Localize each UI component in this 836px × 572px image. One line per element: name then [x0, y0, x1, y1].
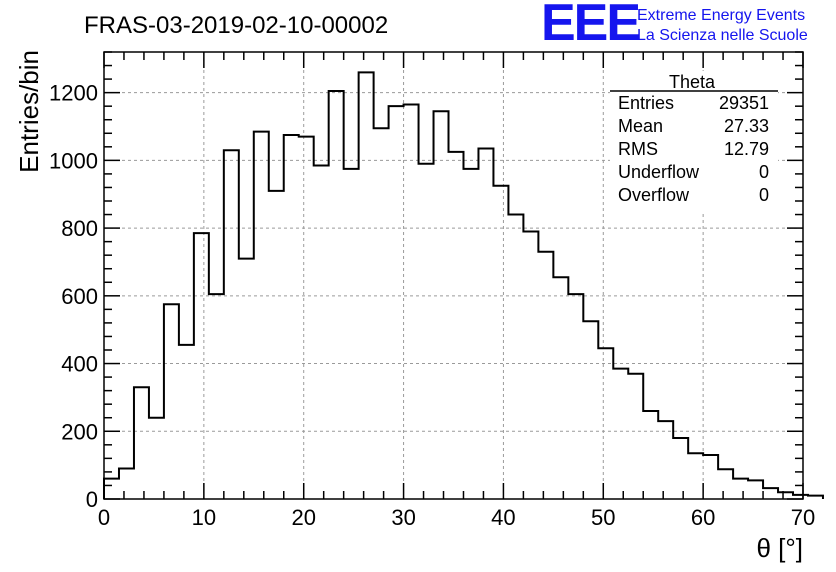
- histogram-bin: [658, 421, 673, 499]
- histogram-bin: [119, 469, 134, 499]
- histogram-bin: [209, 294, 224, 499]
- histogram-bin: [718, 469, 733, 499]
- histogram-bin: [329, 91, 344, 499]
- histogram-bin: [493, 186, 508, 499]
- x-tick-label: 0: [98, 505, 110, 530]
- histogram-bin: [523, 231, 538, 499]
- histogram-bin: [449, 152, 464, 499]
- histogram-bin: [778, 492, 793, 499]
- histogram-bin: [568, 294, 583, 499]
- eee-logo: EEE Extreme Energy Events La Scienza nel…: [541, 0, 808, 52]
- y-tick-label: 800: [61, 216, 98, 241]
- stats-box: Theta Entries 29351 Mean 27.33 RMS 12.79…: [610, 71, 778, 213]
- stats-label-entries: Entries: [618, 93, 674, 113]
- histogram-bin: [359, 72, 374, 499]
- histogram-bin: [389, 106, 404, 499]
- histogram-bin: [224, 150, 239, 499]
- histogram-bin: [763, 488, 778, 499]
- histogram-bin: [314, 165, 329, 499]
- axis-ticks: [103, 51, 804, 500]
- stats-title: Theta: [669, 72, 716, 92]
- y-tick-label: 0: [86, 487, 98, 512]
- histogram-bin: [254, 132, 269, 499]
- logo-mark: EEE: [541, 0, 639, 52]
- x-tick-label: 20: [291, 505, 315, 530]
- x-tick-label: 10: [192, 505, 216, 530]
- x-tick-label: 60: [691, 505, 715, 530]
- histogram-bin: [194, 233, 209, 499]
- x-axis-label: θ [°]: [756, 533, 803, 563]
- histogram-bin: [463, 169, 478, 499]
- stats-label-overflow: Overflow: [618, 185, 690, 205]
- stats-value-rms: 12.79: [724, 139, 769, 159]
- histogram-bin: [628, 374, 643, 499]
- y-axis-label: Entries/bin: [14, 50, 44, 173]
- histogram-bin: [179, 345, 194, 499]
- logo-line-1: Extreme Energy Events: [637, 7, 805, 24]
- axis-tick-labels: 0 10 20 30 40 50 60 70 0 200 400 600 800 1000 1200: [49, 81, 815, 530]
- stats-box-background: [610, 71, 778, 213]
- stats-value-mean: 27.33: [724, 116, 769, 136]
- y-tick-label: 1200: [49, 81, 98, 106]
- histogram-bin: [434, 111, 449, 499]
- stats-value-overflow: 0: [759, 185, 769, 205]
- histogram-bin: [269, 191, 284, 499]
- stats-label-underflow: Underflow: [618, 162, 700, 182]
- histogram-bin: [374, 128, 389, 499]
- histogram-bin: [344, 169, 359, 499]
- stats-label-mean: Mean: [618, 116, 663, 136]
- histogram-bin: [553, 277, 568, 499]
- stats-value-underflow: 0: [759, 162, 769, 182]
- histogram-bin: [583, 321, 598, 499]
- y-tick-label: 600: [61, 284, 98, 309]
- histogram-bin: [134, 387, 149, 499]
- y-tick-label: 200: [61, 419, 98, 444]
- x-tick-label: 50: [591, 505, 615, 530]
- histogram-bin: [419, 164, 434, 499]
- y-tick-label: 400: [61, 352, 98, 377]
- histogram-bin: [149, 418, 164, 499]
- histogram-bin: [733, 479, 748, 499]
- histogram-bin: [239, 259, 254, 499]
- plot-frame: [103, 51, 804, 500]
- histogram-bin: [673, 438, 688, 499]
- histogram: [103, 71, 824, 499]
- plot-title: FRAS-03-2019-02-10-00002: [84, 12, 388, 39]
- histogram-bin: [703, 455, 718, 499]
- histogram-bin: [508, 215, 523, 499]
- histogram-bin: [688, 453, 703, 499]
- histogram-bin: [104, 479, 119, 499]
- y-tick-label: 1000: [49, 148, 98, 173]
- histogram-bin: [404, 104, 419, 499]
- stats-label-rms: RMS: [618, 139, 658, 159]
- histogram-bin: [299, 137, 314, 499]
- stats-value-entries: 29351: [719, 93, 769, 113]
- histogram-bin: [478, 149, 493, 499]
- x-tick-label: 70: [791, 505, 815, 530]
- histogram-bin: [164, 304, 179, 499]
- histogram-bin: [748, 480, 763, 499]
- x-tick-label: 40: [491, 505, 515, 530]
- histogram-bin: [643, 411, 658, 499]
- histogram-outline: [103, 71, 824, 499]
- logo-line-2: La Scienza nelle Scuole: [637, 27, 808, 44]
- histogram-bin: [598, 348, 613, 499]
- histogram-bin: [284, 135, 299, 499]
- histogram-bin: [538, 252, 553, 499]
- x-tick-label: 30: [391, 505, 415, 530]
- histogram-bin: [613, 369, 628, 499]
